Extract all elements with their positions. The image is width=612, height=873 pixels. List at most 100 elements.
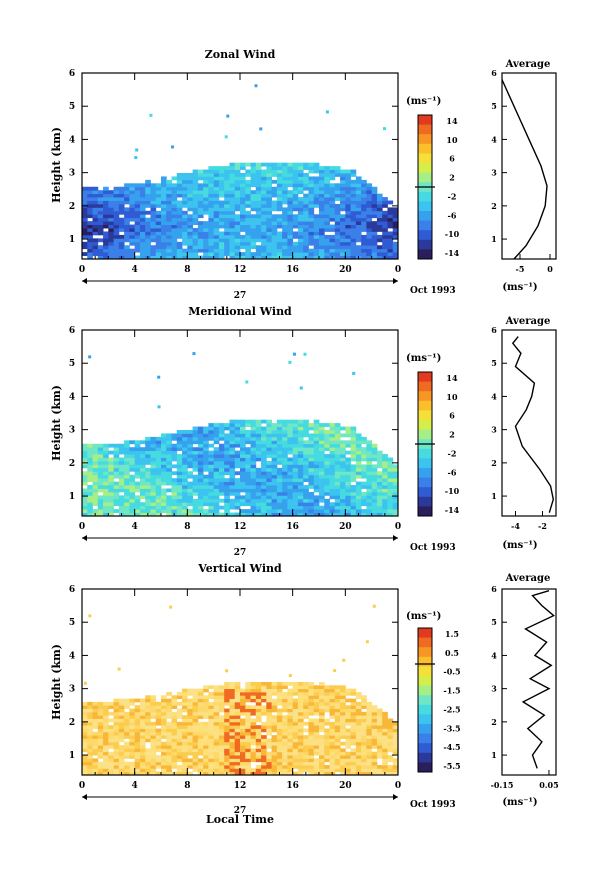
field-cell [155, 705, 162, 709]
field-cell [261, 464, 267, 469]
field-cell [145, 183, 151, 188]
field-cell [392, 241, 399, 246]
field-cell [176, 502, 183, 507]
field-cell [282, 162, 288, 167]
field-cell [208, 454, 215, 458]
y-tick-label: 6 [69, 326, 75, 336]
field-cell [87, 758, 93, 763]
field-cell [145, 471, 151, 476]
field-cell [350, 430, 357, 434]
field-cell [350, 447, 357, 452]
field-cell [87, 467, 93, 472]
field-cell [161, 718, 167, 723]
field-cell [271, 443, 278, 448]
field-cell [334, 735, 341, 739]
field-cell [108, 443, 114, 448]
field-cell [240, 728, 246, 733]
field-cell [108, 512, 114, 517]
field-cell [187, 450, 193, 455]
field-cell [276, 725, 283, 729]
field-cell [129, 234, 136, 239]
field-cell [97, 768, 104, 773]
field-cell [113, 509, 120, 513]
field-cell [292, 430, 299, 434]
field-cell [392, 464, 399, 469]
colorbar-segment [418, 724, 432, 734]
field-cell [313, 711, 320, 716]
field-cell [82, 715, 88, 719]
field-cell [292, 735, 299, 739]
field-cell [87, 731, 93, 736]
field-cell [392, 741, 399, 746]
field-cell [150, 715, 157, 719]
field-cell [345, 755, 351, 759]
field-cell [250, 498, 257, 503]
field-cell [261, 765, 267, 769]
field-cell [282, 728, 288, 733]
field-cell [361, 234, 367, 239]
field-cell [282, 485, 288, 489]
field-cell [288, 674, 292, 678]
field-cell [276, 751, 283, 756]
field-cell [240, 252, 246, 256]
field-cell [271, 433, 278, 438]
field-cell [303, 426, 309, 431]
field-cell [366, 735, 373, 739]
field-cell [82, 224, 88, 229]
field-cell [166, 498, 172, 503]
field-cell [329, 509, 336, 513]
field-cell [287, 745, 294, 749]
field-cell [250, 238, 257, 243]
field-cell [134, 761, 141, 766]
zonal-wind-avg-title: Average [505, 59, 551, 70]
field-cell [292, 176, 299, 181]
average-y-tick-label: 5 [491, 358, 497, 368]
field-cell [97, 228, 104, 232]
field-cell [287, 741, 294, 746]
field-cell [118, 197, 125, 201]
field-cell [171, 210, 178, 215]
field-cell [276, 252, 283, 256]
field-cell [355, 210, 362, 215]
field-cell [319, 748, 325, 753]
field-cell [108, 498, 114, 503]
field-cell [155, 460, 162, 465]
field-cell [245, 708, 251, 713]
field-cell [124, 217, 130, 222]
field-cell [366, 217, 373, 222]
field-cell [382, 735, 388, 739]
field-cell [176, 771, 183, 776]
field-cell [187, 691, 193, 696]
field-cell [234, 248, 241, 253]
field-cell [155, 765, 162, 769]
field-cell [308, 721, 315, 726]
field-cell [234, 688, 241, 693]
field-cell [345, 197, 351, 201]
field-cell [334, 464, 341, 469]
field-cell [292, 173, 299, 177]
vertical-wind-avg-xlabel: (ms⁻¹) [502, 797, 537, 808]
field-cell [234, 715, 241, 719]
vertical-wind-colorbar: 1.50.5-0.5-1.5-2.5-3.5-4.5-5.5 [415, 627, 461, 773]
field-cell [171, 751, 178, 756]
field-cell [392, 481, 399, 486]
field-cell [113, 255, 120, 260]
field-cell [124, 498, 130, 503]
field-cell [271, 450, 278, 455]
field-cell [145, 478, 151, 482]
field-cell [387, 768, 394, 773]
field-cell [365, 640, 369, 644]
field-cell [155, 190, 162, 195]
field-cell [113, 765, 120, 769]
field-cell [287, 464, 294, 469]
field-cell [308, 423, 315, 427]
field-cell [287, 436, 294, 441]
field-cell [271, 173, 278, 177]
colorbar-segment [418, 211, 432, 221]
field-cell [287, 735, 294, 739]
field-cell [166, 447, 172, 452]
field-cell [376, 200, 383, 205]
field-cell [392, 728, 399, 733]
field-cell [92, 738, 99, 743]
field-cell [255, 162, 262, 167]
